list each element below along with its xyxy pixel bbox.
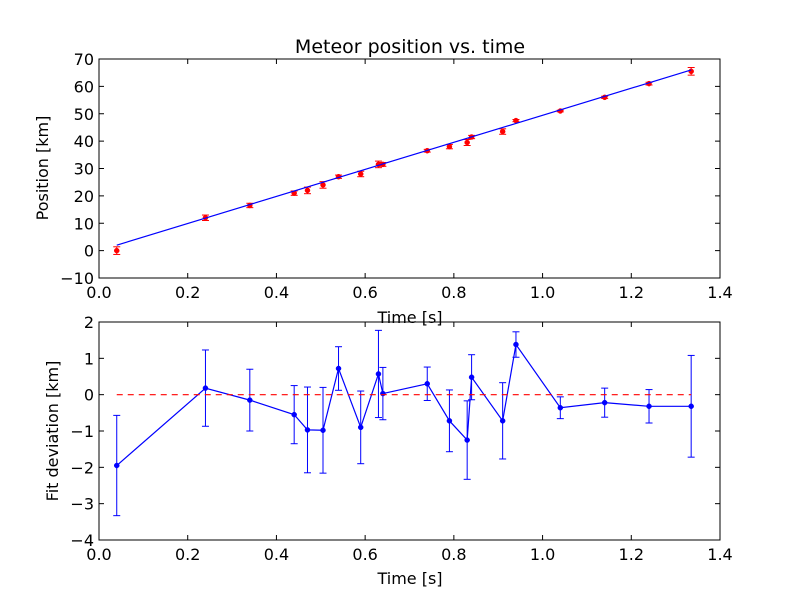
bottom-data-point [357, 424, 364, 431]
bottom-series-line [116, 342, 692, 466]
top-ytick-label: 70 [74, 50, 94, 69]
bottom-data-point [202, 385, 209, 391]
top-ytick-label: 30 [74, 160, 94, 179]
top-ylabel: Position [km] [33, 116, 52, 221]
bottom-plot-area: 0.0 0.2 0.4 0.6 0.8 1.0 1.2 1.4 −4 −3 −2 −1 0 1 2 [70, 313, 732, 564]
top-ytick-label: 50 [74, 105, 94, 124]
bottom-xtick-label: 0.6 [352, 545, 377, 564]
bottom-data-point [320, 427, 326, 434]
top-xtick-label: 1.0 [530, 283, 555, 302]
bottom-ytick-label: 0 [84, 386, 94, 405]
bottom-data-point [646, 403, 652, 410]
bottom-data-point [601, 399, 608, 406]
bottom-data-point [335, 365, 342, 372]
bottom-data-point [113, 462, 120, 469]
top-data-point [446, 143, 453, 150]
top-ytick-label: 60 [74, 77, 94, 96]
chart-title: Meteor position vs. time [295, 36, 525, 58]
bottom-xtick-label: 0.0 [86, 545, 111, 564]
top-xtick-label: 0.4 [264, 283, 289, 302]
top-data-point [464, 139, 470, 146]
top-data-point [113, 247, 120, 254]
bottom-data-point [380, 390, 386, 397]
top-xtick-label: 0.8 [441, 283, 466, 302]
top-xtick-label: 1.4 [707, 283, 732, 302]
top-plot-area: 0.0 0.2 0.4 0.6 0.8 1.0 1.2 1.4 −10 0 10 20 30 40 50 60… [60, 50, 732, 302]
top-ytick-label: 40 [74, 132, 94, 151]
bottom-axes-frame [98, 321, 721, 541]
bottom-data-point [375, 371, 382, 377]
bottom-data-point [464, 437, 470, 443]
bottom-xtick-label: 1.4 [707, 545, 732, 564]
bottom-xtick-label: 1.0 [530, 545, 555, 564]
top-data-point [499, 128, 506, 135]
bottom-data-point [557, 404, 564, 411]
bottom-xtick-label: 0.8 [441, 545, 466, 564]
bottom-data-point [247, 397, 253, 403]
bottom-ytick-label: −3 [70, 495, 94, 514]
bottom-ylabel: Fit deviation [km] [43, 361, 62, 502]
top-axes-frame [98, 58, 721, 279]
bottom-ytick-label: −2 [70, 458, 94, 477]
bottom-data-point [291, 411, 297, 418]
top-xtick-label: 0.0 [86, 283, 111, 302]
bottom-data-point [688, 403, 694, 410]
top-xtick-label: 0.2 [175, 283, 200, 302]
top-ytick-label: 0 [84, 242, 94, 261]
bottom-xtick-label: 1.2 [619, 545, 644, 564]
bottom-ytick-label: 2 [84, 313, 94, 332]
bottom-xtick-label: 0.2 [175, 545, 200, 564]
bottom-ytick-label: 1 [84, 349, 94, 368]
top-ytick-label: 10 [74, 214, 94, 233]
bottom-xlabel: Time [s] [376, 569, 442, 588]
top-ytick-label: 20 [74, 187, 94, 206]
bottom-ytick-label: −1 [70, 422, 94, 441]
top-xtick-label: 0.6 [352, 283, 377, 302]
bottom-data-point [304, 427, 311, 433]
top-data-point [688, 68, 694, 75]
bottom-data-point [424, 381, 430, 387]
top-data-point [304, 187, 311, 194]
top-xtick-label: 1.2 [619, 283, 644, 302]
top-series-line [116, 69, 692, 246]
bottom-data-point [513, 341, 519, 348]
bottom-data-point [499, 418, 506, 424]
bottom-data-point [468, 374, 475, 380]
top-data-point [357, 171, 364, 177]
top-xlabel: Time [s] [376, 308, 442, 327]
bottom-xtick-label: 0.4 [264, 545, 289, 564]
bottom-ytick-label: −4 [70, 531, 94, 550]
bottom-data-point [446, 418, 453, 424]
top-ytick-label: −10 [60, 269, 94, 288]
